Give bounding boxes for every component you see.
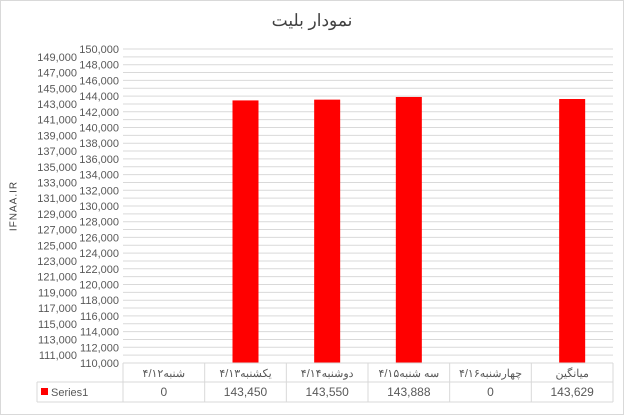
bar [232, 100, 259, 363]
y-tick-label: 148,000 [79, 60, 119, 72]
y-tick-label: 132,000 [79, 185, 119, 197]
data-label: 143,888 [387, 385, 431, 399]
y-tick-label: 117,000 [38, 303, 77, 315]
y-tick-label: 143,000 [37, 99, 77, 111]
y-tick-label: 137,000 [37, 146, 77, 158]
y-tick-label: 131,000 [37, 193, 77, 205]
category-label: چهارشنبه۴/۱۶ [459, 368, 522, 380]
y-tick-label: 144,000 [79, 91, 119, 103]
y-tick-label: 120,000 [79, 280, 119, 292]
y-tick-label: 124,000 [79, 248, 119, 260]
y-tick-label: 123,000 [37, 256, 77, 268]
y-tick-label: 112,000 [80, 342, 119, 354]
y-tick-label: 125,000 [37, 240, 77, 252]
data-label: 0 [487, 385, 494, 399]
category-label: شنبه۴/۱۲ [143, 368, 186, 380]
y-tick-label: 134,000 [79, 170, 119, 182]
y-tick-label: 130,000 [79, 201, 119, 213]
y-tick-label: 135,000 [37, 162, 77, 174]
bar [395, 96, 422, 364]
y-tick-label: 147,000 [37, 68, 77, 80]
y-tick-label: 113,000 [38, 334, 77, 346]
y-tick-label: 146,000 [79, 75, 119, 87]
category-label: دوشنبه۴/۱۴ [301, 368, 354, 380]
y-tick-label: 141,000 [37, 115, 77, 127]
y-tick-label: 121,000 [37, 272, 77, 284]
y-tick-label: 138,000 [79, 138, 119, 150]
y-tick-label: 119,000 [38, 287, 77, 299]
data-label: 143,450 [224, 385, 268, 399]
y-tick-label: 140,000 [79, 123, 119, 135]
y-tick-label: 133,000 [37, 177, 77, 189]
chart-title: نمودار بلیت [271, 11, 353, 30]
category-label: یکشنبه۴/۱۳ [219, 368, 271, 380]
y-tick-label: 126,000 [79, 232, 119, 244]
y-tick-label: 129,000 [37, 209, 77, 221]
y-tick-label: 150,000 [79, 44, 119, 56]
bar [314, 99, 341, 363]
y-tick-label: 142,000 [79, 107, 119, 119]
y-tick-label: 114,000 [80, 327, 119, 339]
y-tick-label: 136,000 [79, 154, 119, 166]
data-label: 143,629 [550, 385, 594, 399]
y-tick-label: 128,000 [79, 217, 119, 229]
y-tick-label: 127,000 [37, 225, 77, 237]
bar [559, 99, 586, 363]
y-tick-label: 118,000 [80, 295, 119, 307]
legend-series-name: Series1 [51, 387, 88, 399]
y-tick-label: 110,000 [80, 358, 119, 370]
data-label: 0 [160, 385, 167, 399]
y-tick-label: 145,000 [37, 83, 77, 95]
category-label: سه شنبه۴/۱۵ [378, 368, 439, 380]
y-tick-label: 149,000 [37, 52, 77, 64]
y-tick-label: 139,000 [37, 130, 77, 142]
category-label: میانگین [555, 367, 589, 380]
y-tick-label: 116,000 [80, 311, 119, 323]
y-tick-label: 122,000 [79, 264, 119, 276]
y-tick-label: 111,000 [39, 350, 77, 362]
data-label: 143,550 [305, 385, 349, 399]
legend-key [41, 388, 48, 395]
y-tick-label: 115,000 [38, 319, 77, 331]
